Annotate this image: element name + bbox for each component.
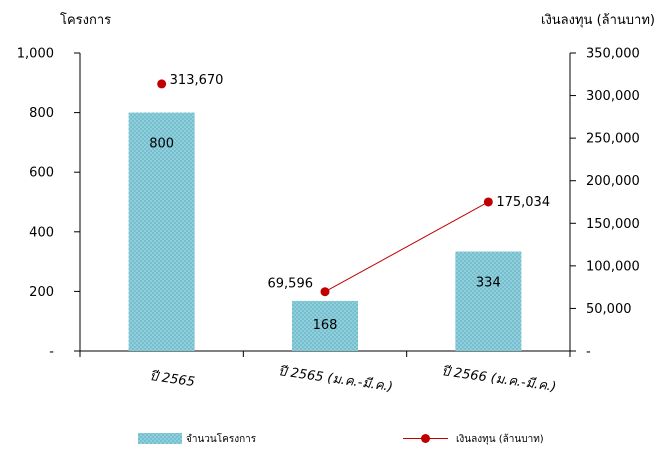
line-data-label: 313,670 (170, 73, 224, 88)
investment-point (157, 79, 167, 89)
y-right-tick-label: 300,000 (586, 89, 640, 104)
investment-line (324, 201, 489, 293)
bar-data-label: 800 (149, 137, 174, 152)
y-right-axis-title: เงินลงทุน (ล้านบาท) (541, 13, 655, 28)
x-category-label: ปี 2565 (ม.ค.-มี.ค.) (277, 363, 394, 395)
legend-bar-label: จำนวนโครงการ (186, 432, 257, 445)
y-left-axis-title: โครงการ (60, 12, 111, 28)
y-left-tick-label: - (49, 345, 54, 360)
bar-data-label: 168 (313, 318, 338, 333)
y-right-tick-label: 100,000 (586, 259, 640, 274)
y-right-tick-label: - (586, 345, 591, 360)
bar (128, 112, 195, 351)
line-data-label: 69,596 (268, 277, 314, 292)
y-right-tick-label: 250,000 (586, 132, 640, 147)
bar (455, 251, 522, 351)
x-category-label: ปี 2566 (ม.ค.-มี.ค.) (441, 363, 558, 395)
y-right-tick-label: 50,000 (586, 302, 632, 317)
investment-point (483, 197, 493, 207)
legend-bar-swatch (138, 433, 182, 444)
y-left-tick-label: 400 (29, 225, 54, 240)
x-category-label: ปี 2565 (149, 368, 196, 390)
y-left-tick-label: 800 (29, 106, 54, 121)
y-left-tick-label: 200 (29, 285, 54, 300)
y-right-tick-label: 200,000 (586, 174, 640, 189)
y-left-tick-label: 1,000 (17, 47, 54, 62)
legend-line-marker (421, 434, 430, 443)
y-right-tick-label: 150,000 (586, 217, 640, 232)
bar-data-label: 334 (476, 275, 501, 290)
bar (292, 300, 358, 351)
y-left-tick-label: 600 (29, 166, 54, 181)
investment-point (320, 287, 330, 297)
legend-line-label: เงินลงทุน (ล้านบาท) (456, 433, 544, 445)
y-right-tick-label: 350,000 (586, 47, 640, 62)
line-data-label: 175,034 (496, 195, 550, 210)
